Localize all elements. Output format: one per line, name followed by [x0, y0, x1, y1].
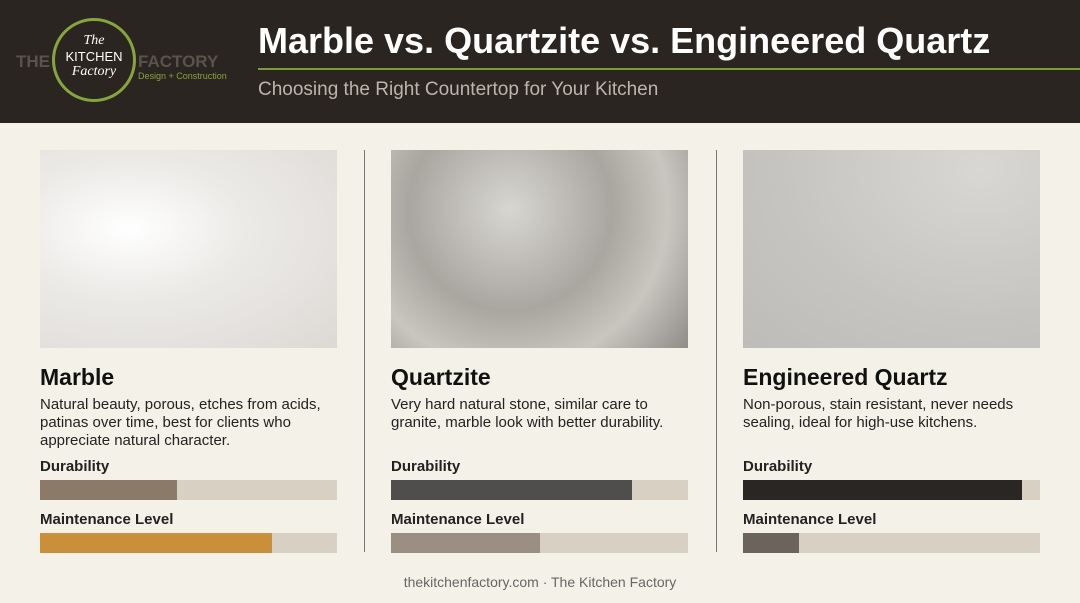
logo-tagline: Design + Construction: [138, 71, 227, 81]
header: [0, 0, 1080, 123]
bar: [40, 480, 177, 500]
logo-text: Factory: [71, 64, 117, 79]
logo-text: KITCHEN: [65, 49, 123, 64]
metric-label: Maintenance Level: [743, 511, 877, 528]
metric-label: Durability: [391, 458, 461, 475]
bar: [743, 533, 800, 553]
bar: [391, 533, 540, 553]
bar: [40, 533, 272, 553]
card-title: Engineered Quartz: [743, 364, 948, 390]
card-title: Marble: [40, 364, 115, 390]
logo-text: THE: [16, 52, 50, 71]
card-description: Natural beauty, porous, etches from acid…: [40, 396, 321, 449]
separator: [364, 150, 365, 552]
divider: [258, 68, 1080, 70]
swatch-image: [743, 150, 1040, 348]
bar: [391, 480, 632, 500]
metric-label: Durability: [40, 458, 110, 475]
logo-text: The: [83, 33, 105, 48]
bar: [743, 480, 1023, 500]
separator: [716, 150, 717, 552]
subtitle: Choosing the Right Countertop for Your K…: [258, 79, 659, 100]
metric-label: Durability: [743, 458, 813, 475]
card-description: Very hard natural stone, similar care to…: [391, 396, 664, 431]
metric-label: Maintenance Level: [40, 511, 174, 528]
footer: thekitchenfactory.com · The Kitchen Fact…: [403, 574, 677, 590]
swatch-image: [391, 150, 688, 348]
bar-track: [743, 533, 1040, 553]
logo: The KITCHEN Factory: [52, 18, 136, 102]
title: Marble vs. Quartzite vs. Engineered Quar…: [258, 20, 991, 61]
swatch-image: [40, 150, 337, 348]
card-title: Quartzite: [391, 364, 491, 390]
metric-label: Maintenance Level: [391, 511, 525, 528]
card-description: Non-porous, stain resistant, never needs…: [743, 396, 1014, 431]
logo-text: FACTORY: [138, 52, 219, 71]
